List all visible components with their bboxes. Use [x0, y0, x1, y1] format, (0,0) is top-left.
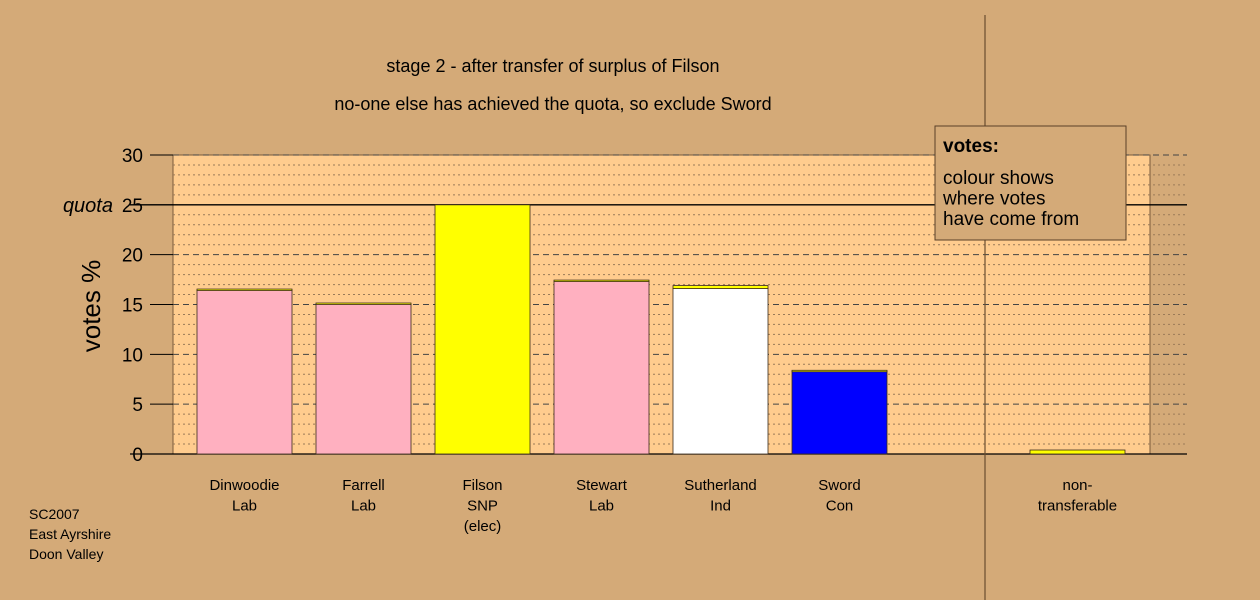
x-tick-label: Lab	[351, 498, 376, 515]
x-tick-label: Con	[826, 498, 854, 515]
legend-text: colour shows	[943, 168, 1054, 189]
y-tick-label: 30	[122, 146, 143, 167]
legend-text: where votes	[942, 189, 1045, 210]
bar-segment	[672, 285, 769, 289]
legend-title: votes:	[943, 136, 999, 157]
footer-text: East Ayrshire	[29, 526, 111, 542]
x-tick-label: Sutherland	[684, 477, 757, 494]
x-tick-label: Lab	[232, 498, 257, 515]
x-tick-label: transferable	[1038, 498, 1117, 515]
x-tick-label: Ind	[710, 498, 731, 515]
bar-segment	[196, 288, 293, 291]
footer-text: Doon Valley	[29, 546, 103, 562]
bar-segment	[791, 370, 888, 455]
x-tick-label: Sword	[818, 477, 861, 494]
x-tick-label: Dinwoodie	[209, 477, 279, 494]
y-tick-label: 25	[122, 196, 143, 217]
quota-label: quota	[63, 195, 113, 217]
x-tick-label: Farrell	[342, 477, 385, 494]
y-tick-label: 10	[122, 345, 143, 366]
legend-box	[934, 125, 1127, 241]
bar-segment	[1029, 449, 1126, 455]
x-tick-label: Filson	[462, 477, 502, 494]
bar-segment	[553, 279, 650, 282]
chart-subtitle: no-one else has achieved the quota, so e…	[334, 94, 771, 114]
x-tick-label: (elec)	[464, 518, 502, 535]
bar-segment	[196, 289, 293, 455]
x-tick-label: Stewart	[576, 477, 628, 494]
y-tick-label: 15	[122, 296, 143, 317]
x-tick-label: non-	[1062, 477, 1092, 494]
y-tick-label: 0	[132, 445, 143, 466]
bar-segment	[672, 288, 769, 455]
bar-segment	[791, 369, 888, 373]
y-axis-label: votes %	[76, 260, 106, 353]
chart-title: stage 2 - after transfer of surplus of F…	[386, 56, 719, 76]
y-tick-label: 5	[132, 395, 143, 416]
bar-segment	[434, 204, 531, 455]
x-tick-label: SNP	[467, 498, 498, 515]
bar-segment	[553, 281, 650, 455]
bar-segment	[315, 302, 412, 305]
legend-text: have come from	[943, 209, 1079, 230]
footer-text: SC2007	[29, 506, 80, 522]
y-tick-label: 20	[122, 246, 143, 267]
x-tick-label: Lab	[589, 498, 614, 515]
bar-segment	[315, 303, 412, 455]
